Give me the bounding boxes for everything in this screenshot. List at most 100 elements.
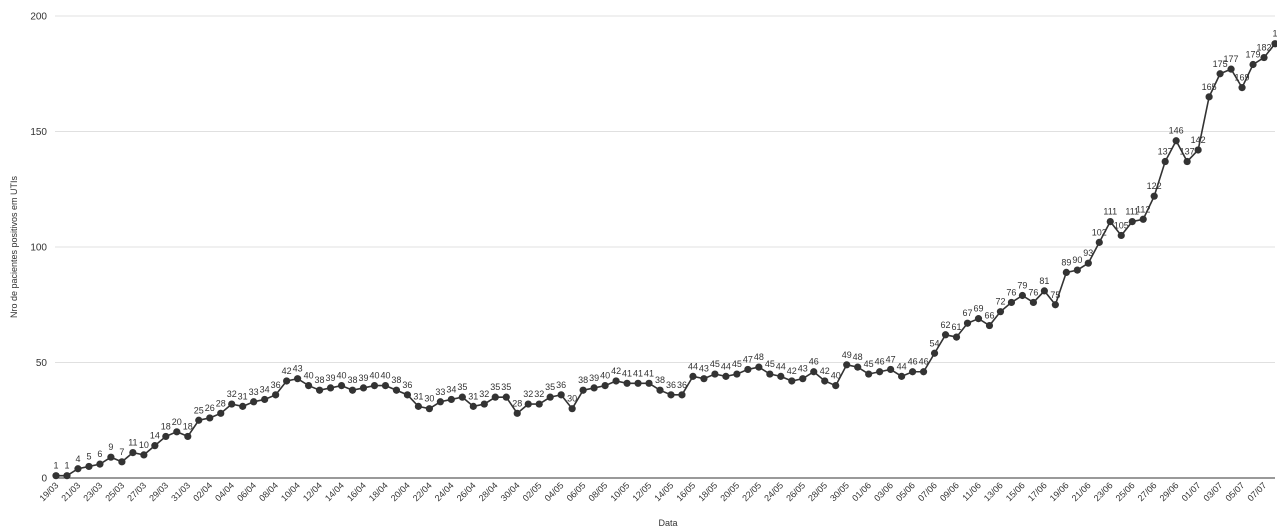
data-label: 67 (962, 308, 972, 318)
data-point (744, 365, 752, 374)
data-point (1271, 40, 1277, 48)
data-point (590, 384, 598, 392)
data-label: 61 (952, 322, 962, 332)
data-label: 81 (1039, 276, 1049, 286)
data-label: 111 (1125, 207, 1139, 217)
x-tick-label: 27/03 (125, 480, 148, 503)
data-label: 38 (391, 375, 401, 385)
data-label: 1 (64, 461, 69, 471)
x-tick-label: 06/05 (565, 480, 588, 503)
data-label: 44 (721, 361, 731, 371)
x-tick-label: 23/03 (81, 480, 104, 503)
data-label: 44 (897, 361, 907, 371)
data-label: 33 (435, 387, 445, 397)
data-point (1194, 146, 1202, 154)
data-point (656, 386, 664, 394)
data-point (217, 409, 225, 417)
x-tick-label: 08/04 (257, 480, 280, 503)
data-label: 47 (886, 354, 896, 364)
x-tick-label: 07/07 (1245, 480, 1268, 503)
data-point (568, 405, 576, 413)
y-tick-label: 200 (30, 12, 47, 23)
x-tick-label: 01/06 (850, 480, 873, 503)
data-point (711, 370, 719, 378)
x-tick-label: 04/04 (213, 480, 236, 503)
data-point (1106, 217, 1114, 226)
data-label: 45 (864, 359, 874, 369)
data-point (557, 391, 565, 399)
data-label: 35 (501, 382, 511, 392)
data-point (985, 321, 994, 330)
data-label: 46 (919, 357, 929, 367)
data-point (1139, 215, 1147, 223)
data-point (799, 375, 807, 383)
data-point (601, 382, 609, 390)
data-label: 5 (86, 451, 91, 461)
x-tick-label: 10/04 (279, 480, 302, 503)
data-point (272, 391, 280, 399)
data-point (480, 400, 488, 408)
data-point (1205, 93, 1213, 101)
data-label: 165 (1202, 82, 1217, 92)
x-tick-label: 10/05 (608, 480, 631, 503)
data-label: 1 (1272, 29, 1277, 39)
x-tick-label: 08/05 (587, 480, 610, 503)
data-point (908, 368, 917, 376)
data-label: 93 (1083, 248, 1093, 258)
x-tick-label: 25/03 (103, 480, 126, 503)
x-tick-label: 30/05 (828, 480, 851, 503)
data-point (546, 393, 554, 401)
data-label: 26 (205, 403, 215, 413)
data-label: 177 (1224, 54, 1239, 64)
data-label: 43 (699, 364, 709, 374)
x-tick-label: 18/05 (696, 480, 719, 503)
data-point (206, 414, 214, 422)
data-point (832, 382, 840, 390)
data-point (919, 368, 928, 376)
data-point (1227, 65, 1235, 73)
data-label: 11 (128, 438, 137, 448)
x-tick-label: 27/06 (1136, 480, 1159, 503)
data-label: 33 (249, 387, 259, 397)
x-tick-label: 19/06 (1048, 480, 1071, 503)
x-tick-label: 25/06 (1114, 480, 1137, 503)
data-point (930, 349, 939, 357)
data-label: 79 (1017, 281, 1027, 291)
data-label: 42 (282, 366, 292, 376)
data-point (228, 400, 236, 408)
x-tick-label: 05/06 (894, 480, 917, 503)
x-tick-label: 20/05 (718, 480, 741, 503)
data-point (184, 432, 192, 441)
data-point (436, 398, 444, 406)
data-label: 75 (1050, 290, 1060, 300)
data-label: 10 (139, 440, 149, 450)
data-point (963, 319, 972, 327)
data-point (447, 395, 455, 404)
data-label: 35 (457, 382, 467, 392)
data-point (370, 382, 379, 390)
x-tick-label: 14/05 (652, 480, 675, 503)
data-label: 30 (424, 394, 434, 404)
data-label: 7 (119, 447, 124, 457)
x-tick-label: 26/04 (455, 480, 478, 503)
x-tick-label: 28/05 (806, 480, 829, 503)
data-point (107, 453, 115, 461)
data-label: 182 (1257, 43, 1272, 53)
data-label: 36 (677, 380, 687, 390)
data-point (425, 405, 433, 413)
data-label: 38 (655, 375, 665, 385)
x-tick-label: 21/06 (1070, 480, 1093, 503)
data-point (140, 451, 148, 459)
x-tick-label: 16/04 (345, 480, 368, 503)
data-point (1051, 301, 1059, 309)
data-point (513, 409, 521, 417)
x-tick-label: 12/04 (301, 480, 324, 503)
data-point (162, 432, 170, 441)
data-label: 38 (315, 375, 325, 385)
data-label: 42 (611, 366, 621, 376)
data-label: 30 (567, 394, 577, 404)
data-label: 32 (534, 389, 544, 399)
data-label: 48 (853, 352, 863, 362)
